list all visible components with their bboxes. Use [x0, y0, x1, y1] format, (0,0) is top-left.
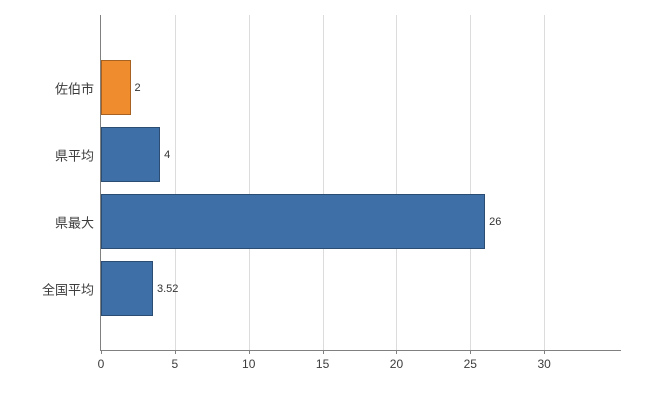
value-label: 3.52 — [157, 282, 179, 295]
category-label: 県最大 — [54, 215, 94, 230]
value-label: 2 — [134, 81, 141, 94]
gridline — [248, 15, 250, 350]
x-axis-tick-label: 15 — [315, 357, 330, 371]
category-label: 佐伯市 — [54, 81, 94, 96]
bar-1 — [101, 60, 131, 115]
bar-4 — [101, 261, 153, 316]
x-axis-tick — [174, 350, 176, 354]
x-axis-tick — [101, 350, 102, 354]
category-label: 県平均 — [54, 148, 94, 163]
x-axis-tick — [248, 350, 250, 354]
x-axis-tick-label: 5 — [171, 357, 179, 371]
x-axis-tick — [470, 350, 472, 354]
value-label: 26 — [489, 215, 502, 228]
gridline — [470, 15, 472, 350]
bar-2 — [101, 127, 161, 182]
gridline — [174, 15, 176, 350]
x-axis-tick — [544, 350, 546, 354]
gridline — [322, 15, 324, 350]
bar-3 — [101, 194, 486, 249]
x-axis-tick — [396, 350, 398, 354]
x-axis-tick — [322, 350, 324, 354]
x-axis-tick-label: 30 — [537, 357, 551, 371]
category-label: 全国平均 — [41, 282, 94, 297]
x-axis-tick-label: 25 — [463, 357, 477, 371]
x-axis-tick-label: 10 — [242, 357, 256, 371]
x-axis-tick-label: 20 — [389, 357, 404, 371]
gridline — [544, 15, 546, 350]
x-axis-tick-label: 0 — [97, 357, 105, 371]
value-label: 4 — [164, 148, 171, 161]
plot-area: 0 5 10 15 20 25 30 佐伯市 2 県平均 4 県最大 26 全国平均 3.52 — [42, 15, 621, 371]
gridline — [396, 15, 398, 350]
